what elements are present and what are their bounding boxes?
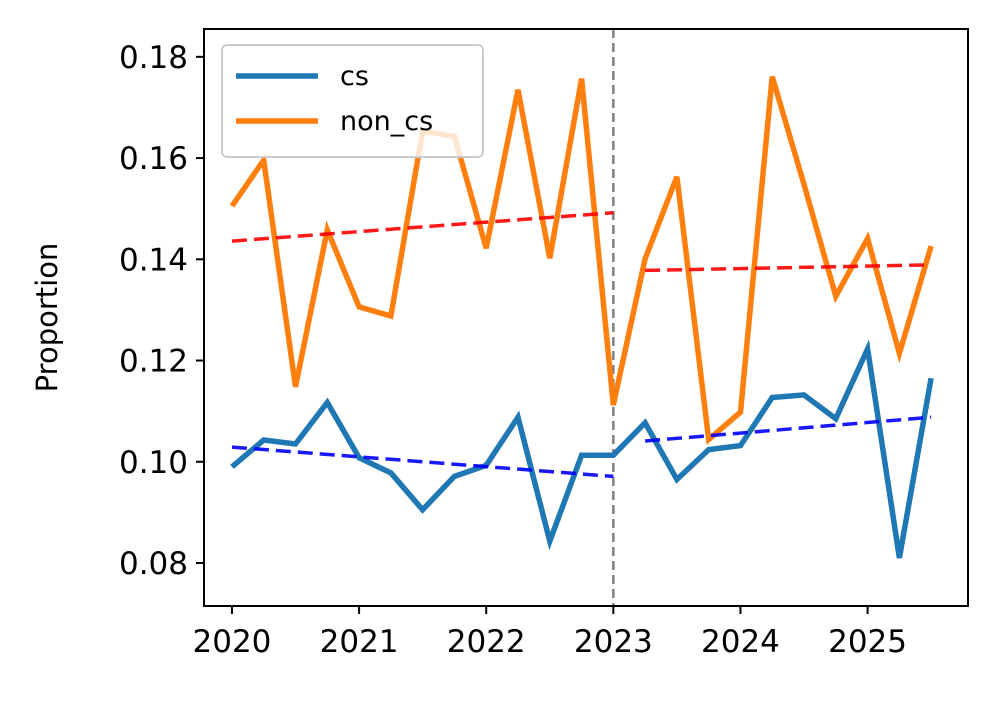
trend-line-cs-1 [644, 415, 932, 443]
axes: 2020 2021 2022 2023 2024 2025 0.08 0.10 0.12 0.14… [119, 40, 907, 660]
x-tick-label: 2020 [193, 624, 272, 660]
y-tick-label: 0.12 [119, 344, 188, 380]
x-tick-label: 2025 [828, 624, 907, 660]
legend-box [221, 44, 484, 158]
y-tick-label: 0.14 [119, 242, 188, 278]
legend: cs non_cs [221, 44, 484, 158]
plot-frame [203, 28, 969, 607]
x-tick-label: 2023 [574, 624, 653, 660]
y-tick-label: 0.18 [119, 40, 188, 76]
y-tick-label: 0.16 [119, 141, 188, 177]
series-line-non_cs [229, 75, 934, 445]
trend-line-cs-0 [231, 445, 614, 479]
series-line-cs [230, 339, 934, 559]
plot-area [229, 29, 934, 606]
legend-label-non_cs: non_cs [340, 106, 433, 137]
trend-line-non_cs-3 [645, 263, 932, 273]
legend-label-cs: cs [340, 61, 369, 92]
y-tick-label: 0.08 [119, 546, 188, 582]
x-tick-label: 2022 [447, 624, 526, 660]
trend-line-non_cs-2 [231, 210, 614, 243]
x-tick-label: 2021 [320, 624, 399, 660]
y-tick-label: 0.10 [119, 445, 188, 481]
y-axis-label: Proportion [30, 243, 64, 393]
x-tick-label: 2024 [701, 624, 780, 660]
